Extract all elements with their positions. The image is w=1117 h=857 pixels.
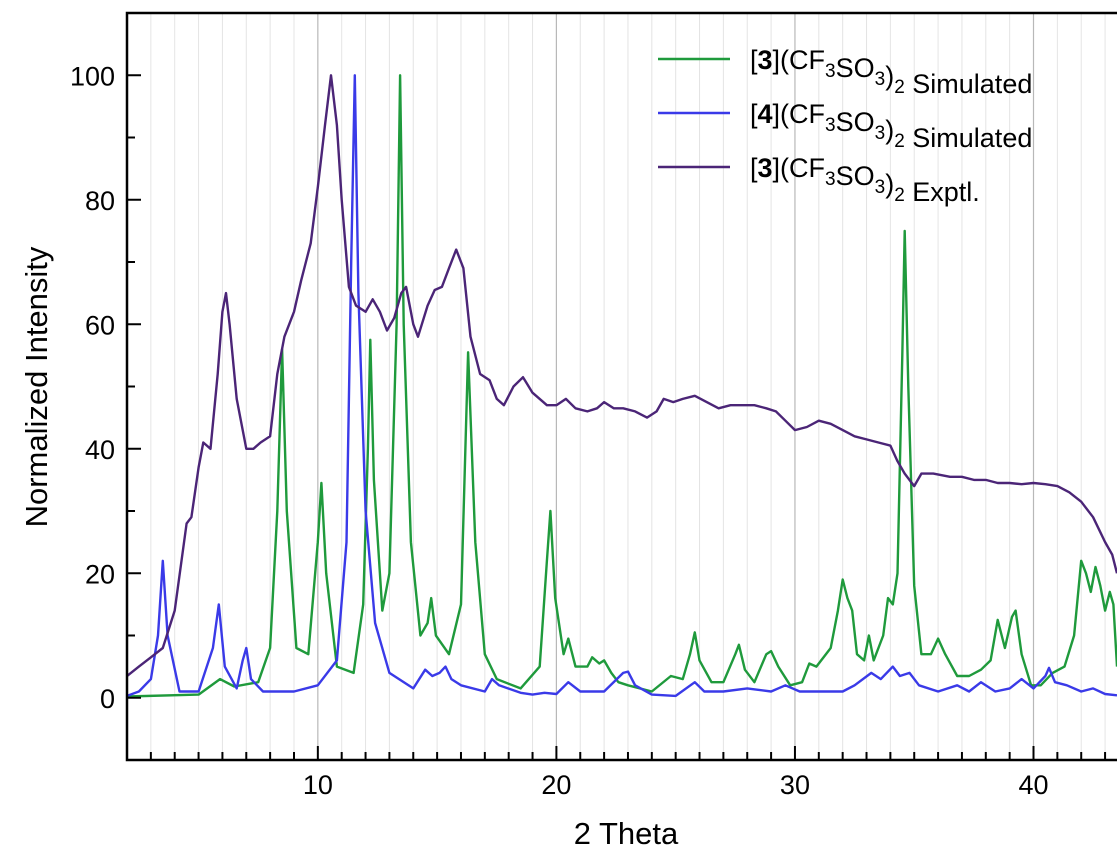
- series-lines: [127, 74, 1117, 698]
- series-line-2: [127, 74, 1117, 698]
- y-tick-label: 60: [85, 310, 115, 340]
- x-tick-label: 40: [1018, 770, 1048, 800]
- legend-label-2: [4](CF3SO3)2 Simulated: [750, 99, 1032, 153]
- y-tick-label: 20: [85, 559, 115, 589]
- legend-label-1: [3](CF3SO3)2 Simulated: [750, 45, 1032, 99]
- axis-ticks: 10 20 30 40 0 20 40 60 80 100: [70, 12, 1107, 800]
- series-line-1: [127, 74, 1117, 698]
- legend: [3](CF3SO3)2 Simulated[4](CF3SO3)2 Simul…: [658, 45, 1032, 207]
- x-tick-label: 10: [303, 770, 333, 800]
- x-tick-label: 30: [780, 770, 810, 800]
- y-tick-label: 0: [100, 684, 115, 714]
- legend-label-3: [3](CF3SO3)2 Exptl.: [750, 153, 980, 207]
- y-tick-label: 40: [85, 435, 115, 465]
- series-line-3: [127, 74, 1117, 677]
- x-axis-title: 2 Theta: [574, 816, 679, 851]
- y-axis-title: Normalized Intensity: [19, 246, 54, 527]
- y-tick-label: 80: [85, 186, 115, 216]
- y-tick-label: 100: [70, 61, 115, 91]
- x-tick-label: 20: [541, 770, 571, 800]
